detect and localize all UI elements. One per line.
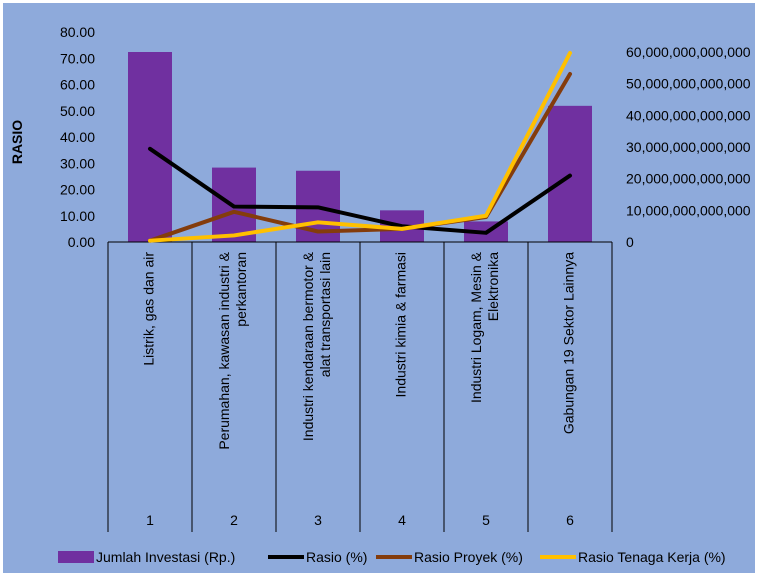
category-number: 4 — [398, 512, 406, 528]
right-tick-label: 0 — [626, 234, 634, 250]
category-number: 6 — [566, 512, 574, 528]
category-label: Elektronika — [485, 252, 501, 321]
right-tick-label: 20,000,000,000,000 — [626, 171, 751, 187]
legend-label: Jumlah Investasi (Rp.) — [96, 549, 235, 565]
line-series-rasio-proyek — [148, 72, 572, 243]
left-tick-label: 70.00 — [60, 50, 95, 66]
legend: Jumlah Investasi (Rp.) Rasio (%) Rasio Pro… — [58, 549, 726, 565]
category-label: perkantoran — [233, 252, 249, 327]
legend-label: Rasio Proyek (%) — [414, 549, 523, 565]
line-series-group — [148, 51, 572, 243]
line-series-rasio-tenaga-kerja — [148, 51, 572, 243]
category-label: alat transportasi lain — [317, 252, 333, 377]
left-tick-label: 20.00 — [60, 182, 95, 198]
category-label: Perumahan, kawasan industri & — [216, 251, 232, 449]
left-tick-label: 30.00 — [60, 155, 95, 171]
category-number: 1 — [146, 512, 154, 528]
category-label: Industri Logam, Mesin & — [468, 251, 484, 403]
category-label: Gabungan 19 Sektor Lainnya — [561, 252, 577, 434]
legend-swatch-bar — [58, 551, 94, 563]
category-number: 5 — [482, 512, 490, 528]
category-label: Industri kimia & farmasi — [393, 252, 409, 397]
right-y-axis: 0 10,000,000,000,000 20,000,000,000,000 30,… — [626, 44, 751, 250]
category-number: 2 — [230, 512, 238, 528]
category-table: Listrik, gas dan air Perumahan, kawasan i… — [107, 241, 613, 532]
right-tick-label: 30,000,000,000,000 — [626, 139, 751, 155]
left-y-axis: 0.00 10.00 20.00 30.00 40.00 50.00 60.00 70.00 8… — [60, 24, 95, 250]
right-tick-label: 60,000,000,000,000 — [626, 44, 751, 60]
category-number: 3 — [314, 512, 322, 528]
right-tick-label: 10,000,000,000,000 — [626, 202, 751, 218]
right-tick-label: 40,000,000,000,000 — [626, 107, 751, 123]
legend-label: Rasio Tenaga Kerja (%) — [578, 549, 726, 565]
left-tick-label: 80.00 — [60, 24, 95, 40]
left-tick-label: 50.00 — [60, 103, 95, 119]
left-tick-label: 0.00 — [68, 234, 95, 250]
legend-label: Rasio (%) — [306, 549, 367, 565]
category-label: Listrik, gas dan air — [141, 252, 157, 366]
left-tick-label: 40.00 — [60, 129, 95, 145]
y-axis-title: RASIO — [9, 120, 25, 164]
right-tick-label: 50,000,000,000,000 — [626, 76, 751, 92]
category-label: Industri kendaraan bermotor & — [300, 251, 316, 441]
left-tick-label: 60.00 — [60, 77, 95, 93]
line-series-rasio — [148, 146, 572, 235]
left-tick-label: 10.00 — [60, 208, 95, 224]
